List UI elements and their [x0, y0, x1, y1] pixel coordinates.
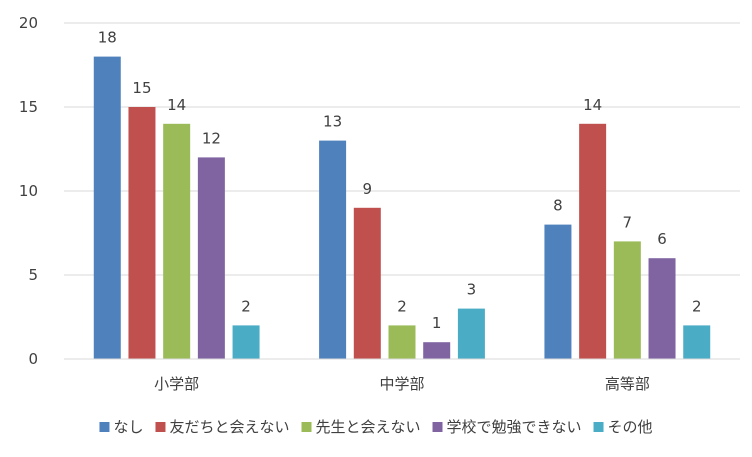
data-label: 14: [167, 96, 186, 114]
legend-swatch: [593, 422, 604, 432]
bar: [319, 140, 347, 359]
bars: [93, 56, 711, 359]
y-tick-label: 0: [28, 350, 38, 368]
bar: [544, 224, 572, 359]
bar: [388, 325, 416, 359]
bar: [232, 325, 260, 359]
legend-label: 先生と会えない: [315, 418, 420, 436]
legend-swatch: [301, 422, 312, 432]
data-label: 1: [432, 314, 442, 332]
bar: [457, 308, 485, 359]
bar: [353, 207, 381, 359]
data-label: 13: [323, 113, 342, 131]
y-tick-label: 10: [19, 182, 38, 200]
data-label: 15: [132, 79, 151, 97]
legend-item: 友だちと会えない: [155, 418, 289, 436]
data-label: 3: [467, 281, 477, 299]
data-label: 6: [657, 230, 667, 248]
bar: [579, 123, 607, 359]
data-label: 2: [241, 297, 251, 315]
bar: [683, 325, 711, 359]
legend: なし 友だちと会えない 先生と会えない 学校で勉強できない その他: [99, 418, 653, 436]
y-axis-ticks: 0 5 10 15 20: [19, 14, 38, 368]
legend-item: 学校で勉強できない: [432, 418, 582, 436]
legend-label: なし: [113, 418, 143, 436]
data-label: 2: [397, 297, 407, 315]
bar: [648, 258, 676, 359]
legend-swatch: [155, 422, 166, 432]
bar: [128, 107, 156, 359]
legend-item: 先生と会えない: [301, 418, 421, 436]
legend-item: なし: [99, 418, 143, 436]
data-label: 2: [692, 297, 702, 315]
data-label: 14: [583, 96, 602, 114]
legend-label: その他: [608, 418, 653, 436]
y-tick-label: 20: [19, 14, 38, 32]
x-tick-label: 小学部: [154, 375, 199, 393]
bar: [163, 123, 191, 359]
legend-swatch: [432, 422, 443, 432]
legend-item: その他: [593, 418, 653, 436]
data-label: 7: [623, 213, 633, 231]
legend-label: 友だちと会えない: [169, 418, 289, 436]
bar: [423, 342, 451, 359]
y-tick-label: 5: [28, 266, 38, 284]
bar: [197, 157, 225, 359]
data-label: 18: [98, 29, 117, 47]
legend-swatch: [99, 422, 110, 432]
x-tick-label: 高等部: [605, 375, 650, 393]
x-tick-label: 中学部: [379, 375, 424, 393]
bar: [613, 241, 641, 359]
bar: [93, 56, 121, 359]
legend-label: 学校で勉強できない: [447, 418, 582, 436]
data-label: 12: [202, 129, 221, 147]
data-label: 9: [363, 180, 373, 198]
category-labels: 小学部 中学部 高等部: [154, 375, 650, 393]
data-label: 8: [553, 197, 563, 215]
y-tick-label: 15: [19, 98, 38, 116]
